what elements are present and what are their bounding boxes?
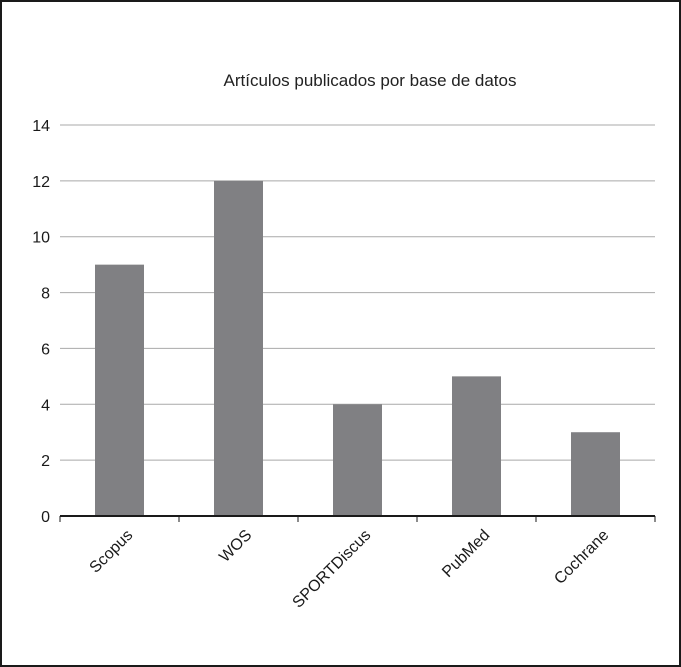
- x-category-label: Cochrane: [551, 527, 612, 588]
- y-tick-label: 10: [32, 230, 50, 247]
- y-axis-tick-labels: 0 2 4 6 8 10 12 14: [32, 118, 50, 526]
- y-tick-label: 12: [32, 174, 50, 191]
- y-tick-label: 2: [41, 453, 50, 470]
- y-tick-label: 8: [41, 286, 50, 303]
- bar-pubmed: [452, 376, 501, 516]
- bar-sportdiscus: [333, 404, 382, 516]
- x-axis-category-labels: Scopus WOS SPORTDiscus PubMed Cochrane: [87, 527, 613, 612]
- x-category-label: PubMed: [439, 527, 493, 581]
- bar-wos: [214, 180, 263, 516]
- x-category-label: Scopus: [87, 527, 137, 577]
- y-tick-label: 14: [32, 118, 50, 135]
- x-category-label: WOS: [216, 527, 255, 566]
- y-tick-label: 6: [41, 341, 50, 358]
- bars: [95, 180, 620, 516]
- x-axis: [59, 515, 656, 522]
- gridlines: [60, 124, 655, 461]
- bar-scopus: [95, 264, 144, 516]
- y-tick-label: 0: [41, 509, 50, 526]
- x-category-label: SPORTDiscus: [290, 527, 375, 612]
- chart-title: Artículos publicados por base de datos: [224, 71, 517, 90]
- y-tick-label: 4: [41, 397, 50, 414]
- bar-cochrane: [571, 432, 620, 516]
